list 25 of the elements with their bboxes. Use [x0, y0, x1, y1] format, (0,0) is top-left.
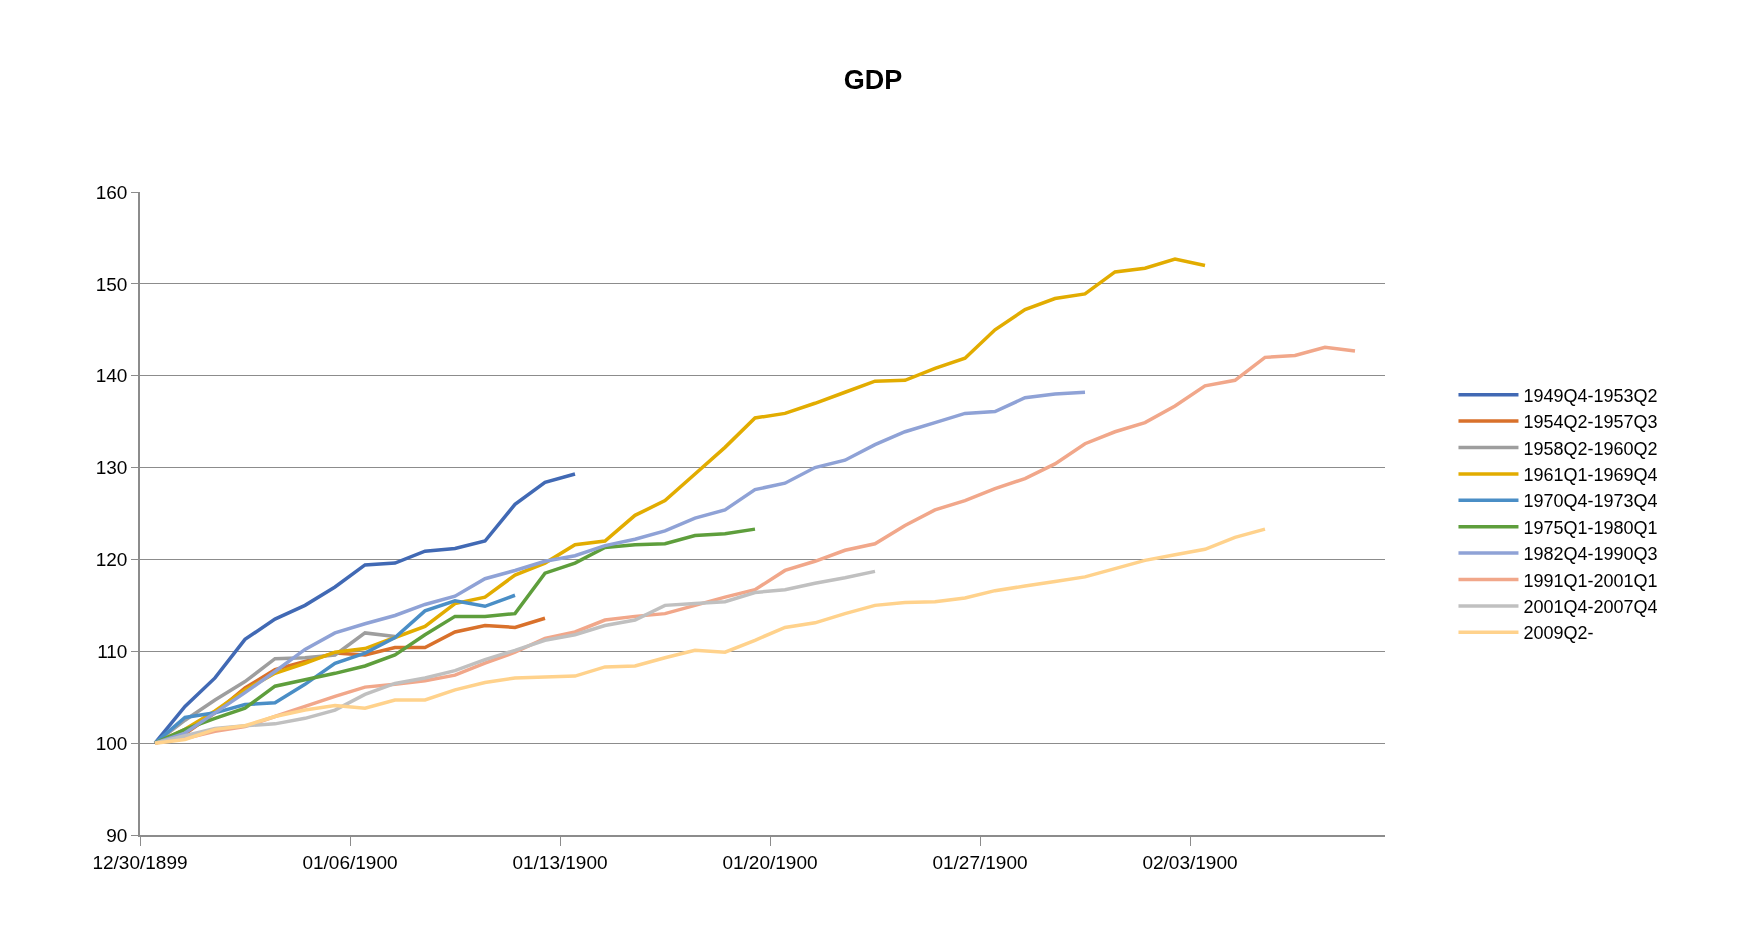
y-tick-label: 150 — [95, 273, 128, 295]
legend-label: 1982Q4-1990Q3 — [1523, 544, 1658, 565]
x-tick-label: 02/03/1900 — [1142, 851, 1238, 873]
chart-title: GDP — [843, 64, 903, 95]
legend-label: 2009Q2- — [1523, 623, 1594, 644]
y-tick-label: 140 — [95, 365, 128, 387]
legend-label: 1991Q1-2001Q1 — [1523, 570, 1658, 591]
legend-label: 1954Q2-1957Q3 — [1523, 412, 1658, 433]
x-tick-label: 01/06/1900 — [302, 851, 398, 873]
legend-label: 1958Q2-1960Q2 — [1523, 438, 1658, 459]
legend-label: 1970Q4-1973Q4 — [1523, 491, 1658, 512]
y-tick-label: 120 — [95, 549, 128, 571]
x-tick-label: 12/30/1899 — [92, 851, 188, 873]
x-tick-label: 01/20/1900 — [722, 851, 818, 873]
y-tick-label: 100 — [95, 732, 128, 754]
legend-label: 1961Q1-1969Q4 — [1523, 464, 1658, 485]
legend-label: 2001Q4-2007Q4 — [1523, 596, 1658, 617]
legend-label: 1975Q1-1980Q1 — [1523, 517, 1658, 538]
x-tick-label: 01/27/1900 — [932, 851, 1028, 873]
legend-label: 1949Q4-1953Q2 — [1523, 385, 1658, 406]
y-tick-label: 160 — [95, 181, 128, 203]
y-tick-label: 90 — [106, 824, 128, 846]
y-tick-label: 130 — [95, 457, 128, 479]
x-tick-label: 01/13/1900 — [512, 851, 608, 873]
y-tick-label: 110 — [97, 640, 128, 662]
